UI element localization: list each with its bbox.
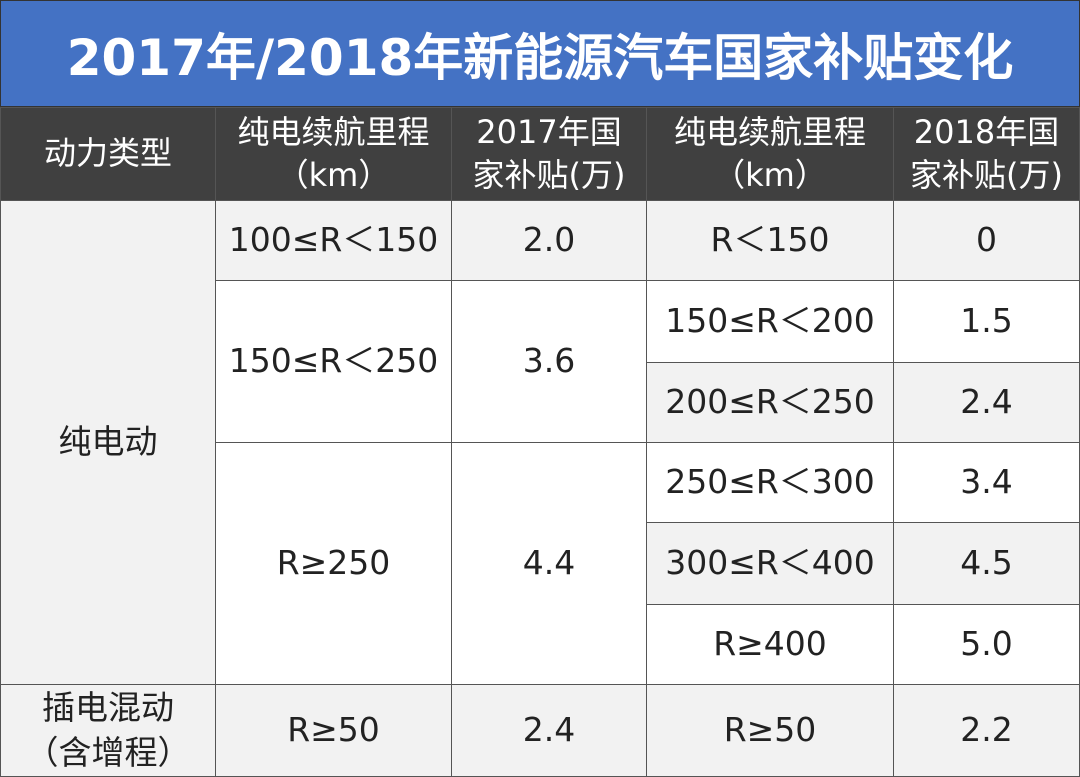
range-2017-cell: 100≤R＜150 [215,200,452,281]
range-2018-cell: 200≤R＜250 [646,362,894,443]
header-range-2018: 纯电续航里程（km） [646,107,894,201]
group-bev: 纯电动 [0,200,216,685]
range-2018-cell: R≥50 [646,684,894,777]
range-2017-cell: 150≤R＜250 [215,280,452,443]
header-subsidy-2018: 2018年国家补贴(万) [893,107,1080,201]
subsidy-2018-cell: 5.0 [893,604,1080,685]
subsidy-2017-cell: 2.0 [451,200,647,281]
subsidy-2017-cell: 2.4 [451,684,647,777]
range-2017-cell: R≥250 [215,442,452,685]
range-2018-cell: 250≤R＜300 [646,442,894,523]
subsidy-2018-cell: 2.4 [893,362,1080,443]
header-power-type: 动力类型 [0,107,216,201]
header-subsidy-2017: 2017年国家补贴(万) [451,107,647,201]
subsidy-2018-cell: 3.4 [893,442,1080,523]
subsidy-2018-cell: 1.5 [893,280,1080,363]
range-2018-cell: R≥400 [646,604,894,685]
header-range-2017: 纯电续航里程（km） [215,107,452,201]
subsidy-2018-cell: 2.2 [893,684,1080,777]
table-title: 2017年/2018年新能源汽车国家补贴变化 [0,0,1080,107]
subsidy-2018-cell: 0 [893,200,1080,281]
subsidy-2017-cell: 3.6 [451,280,647,443]
range-2017-cell: R≥50 [215,684,452,777]
range-2018-cell: 300≤R＜400 [646,522,894,605]
range-2018-cell: 150≤R＜200 [646,280,894,363]
subsidy-2017-cell: 4.4 [451,442,647,685]
range-2018-cell: R＜150 [646,200,894,281]
subsidy-2018-cell: 4.5 [893,522,1080,605]
group-phev: 插电混动（含增程） [0,684,216,777]
